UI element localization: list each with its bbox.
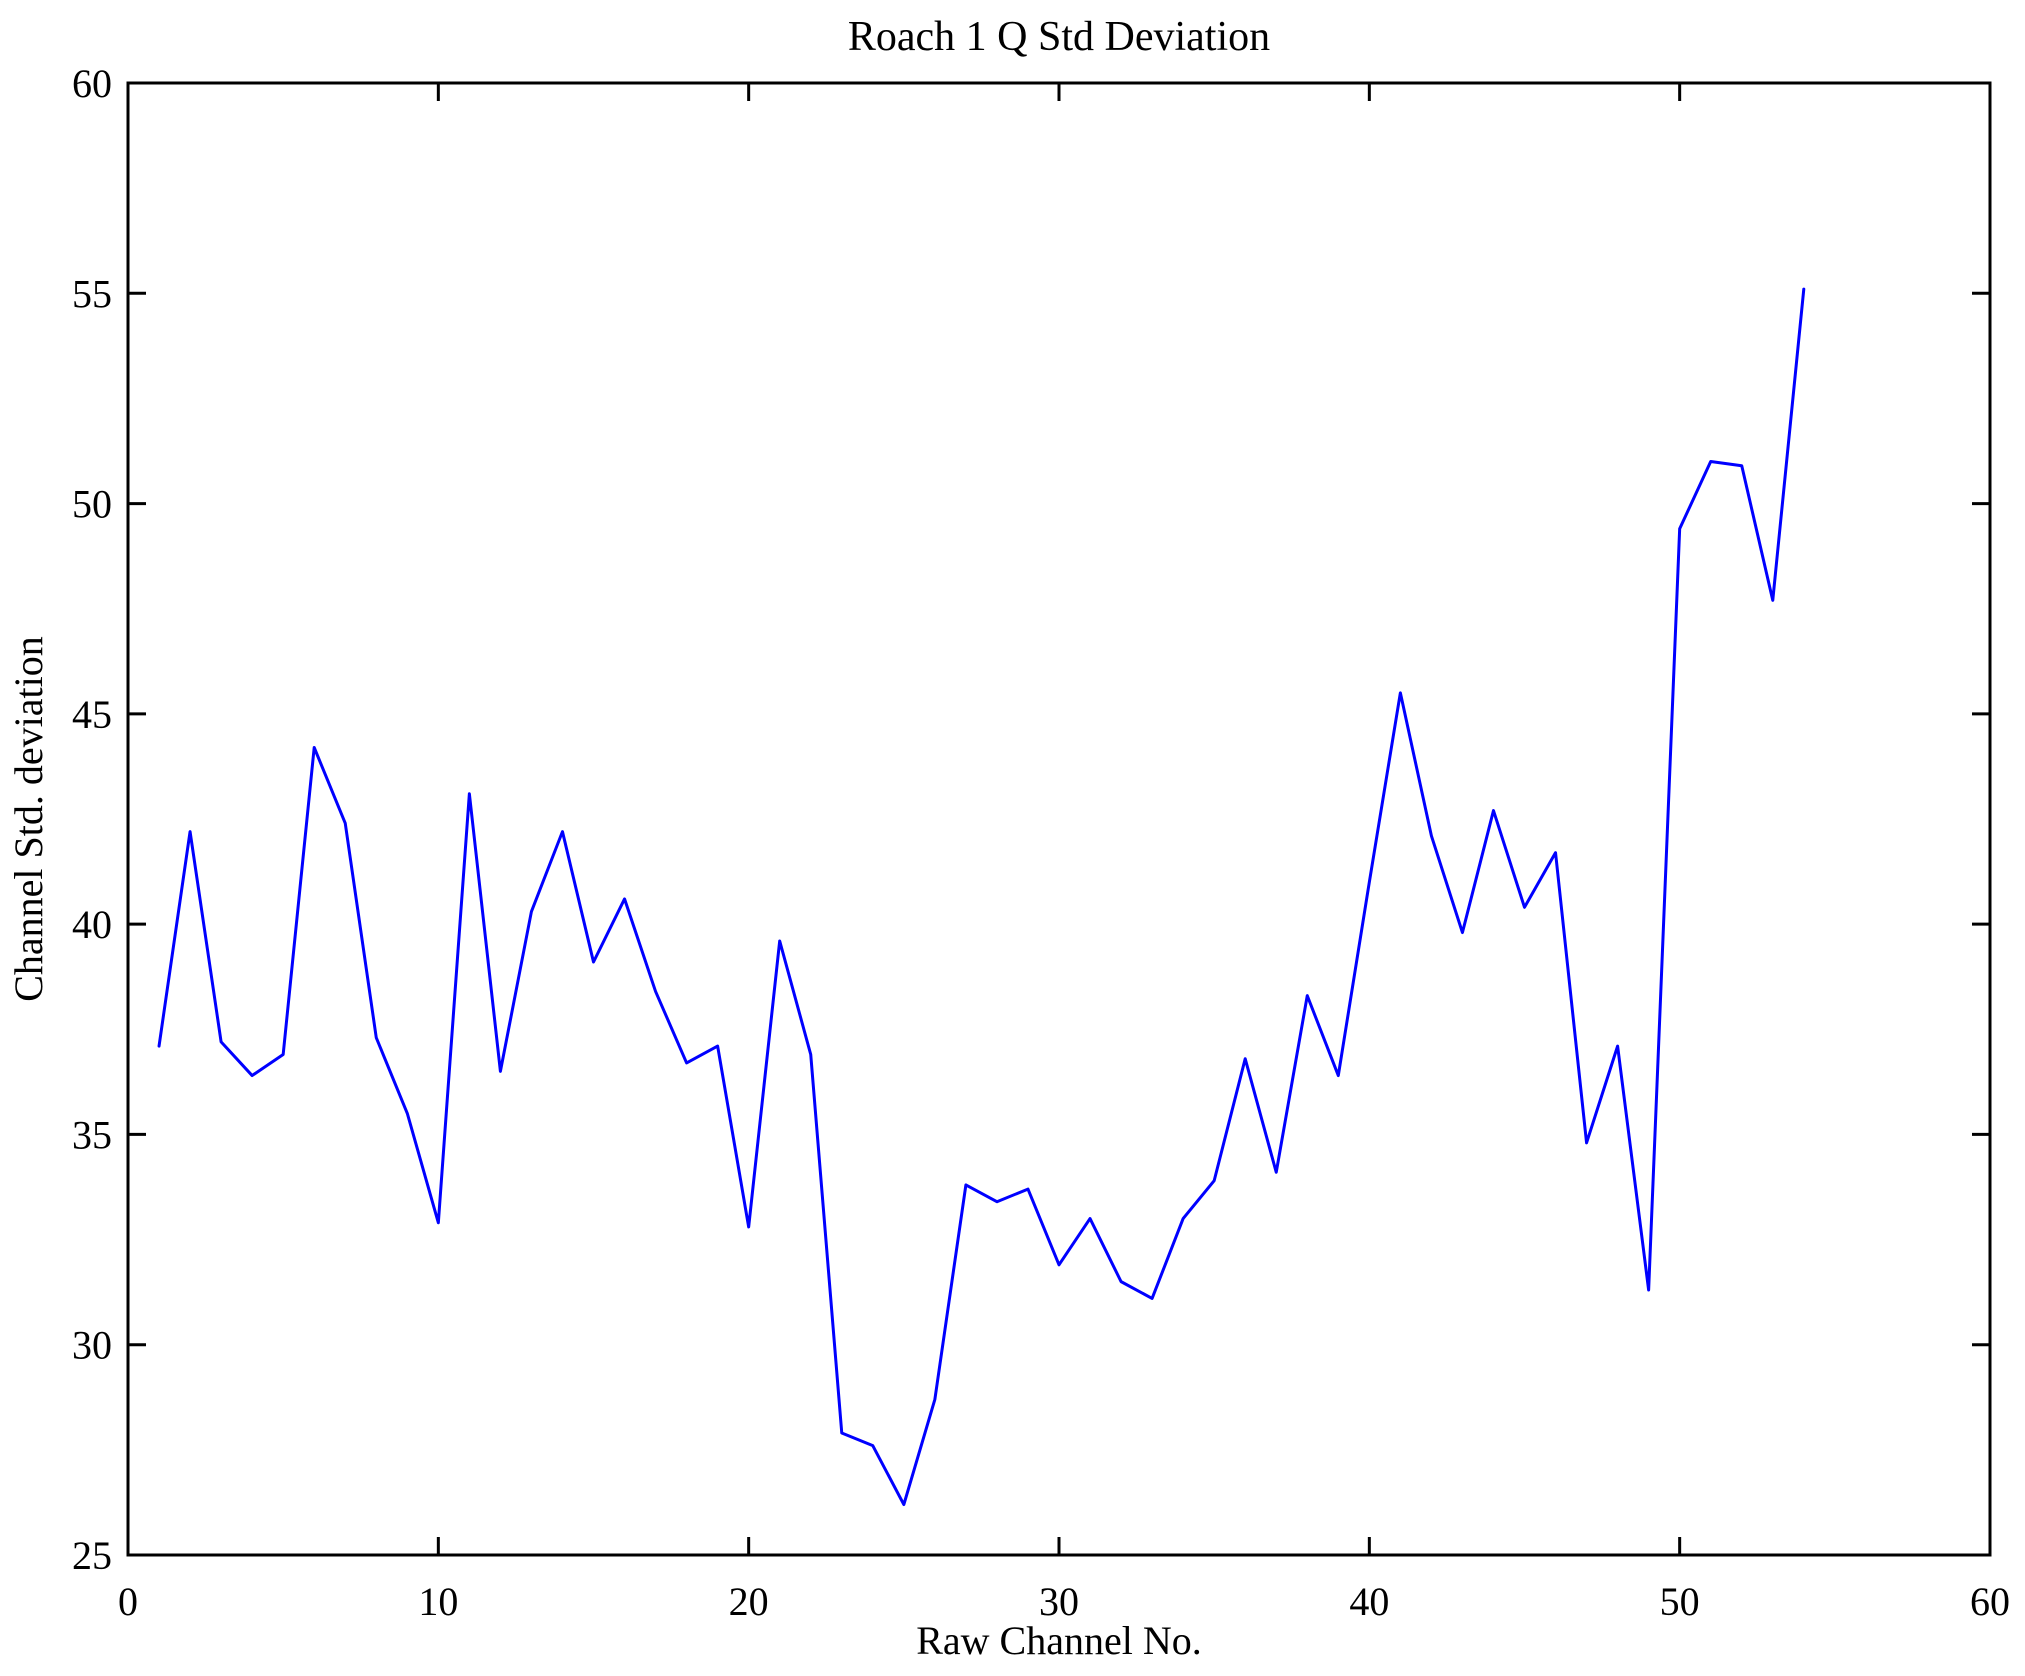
y-tick-label: 25	[72, 1533, 112, 1578]
y-tick-label: 50	[72, 482, 112, 527]
y-tick-label: 30	[72, 1323, 112, 1368]
x-tick-label: 50	[1660, 1579, 1700, 1624]
x-tick-label: 20	[729, 1579, 769, 1624]
y-tick-label: 35	[72, 1112, 112, 1157]
plot-area-box	[126, 81, 1992, 1557]
y-tick-label: 60	[72, 61, 112, 106]
x-tick-label: 0	[118, 1579, 138, 1624]
y-tick-label: 55	[72, 271, 112, 316]
x-tick-label: 40	[1349, 1579, 1389, 1624]
tick-marks	[126, 81, 1992, 1557]
y-tick-label: 40	[72, 902, 112, 947]
x-tick-label: 60	[1970, 1579, 2010, 1624]
x-tick-label: 10	[418, 1579, 458, 1624]
chart-title: Roach 1 Q Std Deviation	[848, 14, 1270, 60]
x-tick-labels: 0 10 20 30 40 50 60	[118, 1579, 2010, 1624]
y-tick-labels: 25 30 35 40 45 50 55 60	[72, 61, 112, 1578]
x-tick-label: 30	[1039, 1579, 1079, 1624]
data-line	[157, 287, 1806, 1507]
data-series	[157, 287, 1806, 1507]
x-axis-label: Raw Channel No.	[916, 1618, 1202, 1663]
y-axis-label: Channel Std. deviation	[6, 636, 51, 1002]
y-tick-label: 45	[72, 692, 112, 737]
